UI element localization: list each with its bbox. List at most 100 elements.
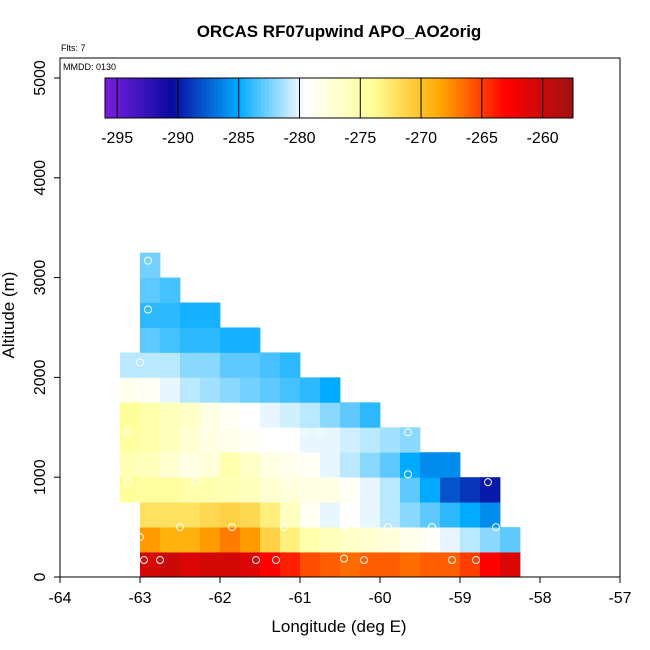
heatmap-cell [360, 552, 381, 578]
heatmap-cell [180, 352, 201, 378]
heatmap-cell [160, 402, 181, 428]
heatmap-cell [300, 427, 321, 453]
x-tick-label: -64 [48, 590, 71, 607]
colorbar-segment [491, 78, 496, 118]
colorbar-segment [413, 78, 418, 118]
colorbar-segment [198, 78, 203, 118]
colorbar-segment [432, 78, 437, 118]
heatmap-cell [220, 477, 241, 503]
heatmap-cell [360, 402, 381, 428]
sample-point [228, 523, 236, 532]
heatmap-cell [480, 552, 501, 578]
heatmap-cell [380, 502, 401, 528]
colorbar-segment [389, 78, 395, 118]
colorbar-segment [202, 78, 207, 118]
heatmap-cell [380, 427, 401, 453]
colorbar-segment [229, 78, 235, 118]
heatmap-cell [440, 552, 461, 578]
colorbar-segment [378, 78, 383, 118]
heatmap-cell [300, 502, 321, 528]
sample-point [280, 523, 288, 532]
colorbar-segment [498, 78, 504, 118]
y-axis-label: Altitude (m) [0, 272, 18, 359]
x-tick-label: -61 [288, 590, 311, 607]
heatmap-cell [140, 527, 161, 553]
colorbar-segment [366, 78, 371, 118]
heatmap-cell [140, 377, 161, 403]
heatmap-cell [120, 477, 141, 503]
colorbar-frame [104, 77, 574, 119]
heatmap-cell [380, 527, 401, 553]
heatmap-cell [440, 452, 461, 478]
colorbar-segment [471, 78, 476, 118]
colorbar-segment [331, 78, 336, 118]
colorbar-tick-label: -295 [101, 130, 133, 147]
colorbar-segment [327, 78, 332, 118]
heatmap-cell [140, 477, 161, 503]
colorbar-segment [194, 78, 200, 118]
colorbar-segment [502, 78, 508, 118]
heatmap-cell [140, 302, 161, 328]
heatmap-cell [500, 527, 521, 553]
colorbar-segment [565, 78, 570, 118]
heatmap-cell [400, 452, 421, 478]
colorbar-segment [307, 78, 313, 118]
y-tick-label: 3000 [32, 260, 49, 296]
colorbar-segment [452, 78, 457, 118]
colorbar-tick-label: -260 [527, 130, 559, 147]
colorbar-tick-label: -275 [344, 130, 376, 147]
colorbar-segment [401, 78, 406, 118]
colorbar-segment [112, 78, 118, 118]
colorbar-segment [186, 78, 192, 118]
colorbar-segment [436, 78, 441, 118]
heatmap-cell [180, 402, 201, 428]
heatmap-cell [280, 502, 301, 528]
sample-point [332, 478, 340, 487]
colorbar-segment [155, 78, 161, 118]
sample-point [200, 428, 208, 437]
colorbar-segment [159, 78, 164, 118]
colorbar-segment [218, 78, 223, 118]
colorbar-segment [323, 78, 328, 118]
colorbar-segment [120, 78, 125, 118]
colorbar-segment [385, 78, 391, 118]
heatmap-cell [140, 327, 161, 353]
colorbar-segment [276, 78, 281, 118]
y-tick-label: 5000 [32, 60, 49, 96]
colorbar-segment [370, 78, 375, 118]
heatmap-cell [460, 477, 481, 503]
heatmap-cell [180, 452, 201, 478]
heatmap-cell [440, 527, 461, 553]
heatmap-cell [180, 502, 201, 528]
heatmap-cell [180, 327, 201, 353]
colorbar-segment [545, 78, 551, 118]
colorbar-segment [428, 78, 434, 118]
heatmap-cell [340, 452, 361, 478]
heatmap-cell [220, 352, 241, 378]
heatmap-cell [220, 427, 241, 453]
heatmap-cell [440, 502, 461, 528]
colorbar-segment [116, 78, 122, 118]
sample-point [124, 478, 132, 487]
y-axis: 0 1000 2000 3000 4000 5000 [32, 60, 60, 581]
sample-point [124, 428, 132, 437]
heatmap-cell [480, 527, 501, 553]
heatmap-cell [160, 452, 181, 478]
colorbar-segment [541, 78, 547, 118]
colorbar-segment [569, 78, 574, 118]
sample-point [340, 554, 348, 563]
sample-point [144, 305, 152, 314]
chart-title: ORCAS RF07upwind APO_AO2orig [197, 22, 482, 41]
sample-point [428, 523, 436, 532]
colorbar-segment [456, 78, 461, 118]
colorbar-segment [284, 78, 289, 118]
colorbar-segment [105, 78, 110, 118]
heatmap-cell [360, 452, 381, 478]
heatmap-cell [200, 477, 221, 503]
colorbar-segment [374, 78, 379, 118]
heatmap-cell [260, 402, 281, 428]
colorbar-segment [183, 78, 188, 118]
heatmap-cell [140, 427, 161, 453]
colorbar-segment [381, 78, 387, 118]
heatmap-cell [400, 502, 421, 528]
